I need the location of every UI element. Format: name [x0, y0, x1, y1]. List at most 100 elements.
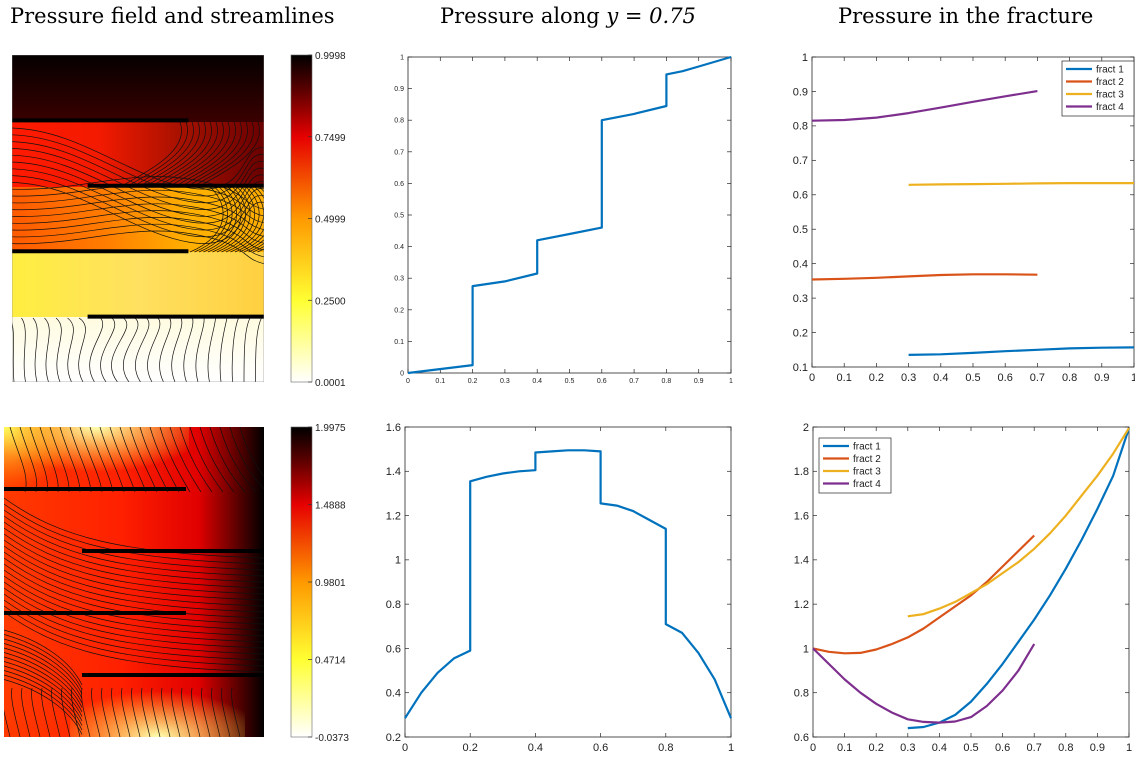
line_bottom-ytick-label: 0.6 — [386, 643, 401, 655]
field_top-colorbar-label: 0.7499 — [315, 133, 346, 144]
line_top-ytick-label: 0.1 — [394, 339, 404, 346]
streamline-top-arc — [131, 121, 194, 188]
fract_bottom-ytick-label: 1 — [803, 643, 809, 655]
fract_bottom-xtick-label: 0.4 — [932, 742, 947, 754]
streamline-top-lower — [219, 317, 228, 382]
fract_bottom-legend-label: fract 4 — [853, 479, 881, 490]
fract_bottom-ytick-label: 1.4 — [794, 555, 809, 567]
streamline-bottom-upper — [239, 427, 264, 478]
fract_top-xtick-label: 0.8 — [1062, 372, 1077, 384]
streamline-top-arc — [155, 121, 218, 188]
streamline-bottom-upper — [169, 427, 202, 493]
line_bottom-ytick-label: 1.2 — [386, 510, 401, 522]
line_bottom-ytick-label: 1.6 — [386, 422, 401, 434]
streamline-bottom-lower — [181, 687, 191, 737]
chart-fracture-top: 0 0.1 0.2 0.3 0.4 0.5 0.6 0.7 0.8 0.9 10.10.20.30.… — [793, 52, 1135, 384]
streamline-bottom-left — [4, 647, 83, 704]
line_top-xtick-label: 0.6 — [597, 378, 607, 385]
streamline-bottom-lower — [141, 687, 151, 737]
fract_bottom-legend-label: fract 2 — [853, 454, 881, 465]
line_top-xtick-label: 0.8 — [662, 378, 672, 385]
field_bottom-colorbar-label: 0.9801 — [315, 578, 346, 589]
streamline-bottom-lower — [81, 687, 91, 737]
streamline-bottom-mid — [4, 575, 264, 637]
streamline-bottom-left — [4, 679, 83, 735]
streamline-bottom-left — [4, 634, 83, 690]
fract_bottom-ytick-label: 1.6 — [794, 510, 809, 522]
fract_top-ytick-label: 1 — [802, 52, 808, 64]
fract_bottom-series-2-line — [812, 534, 1035, 655]
field-bottom-panel — [4, 427, 264, 737]
line_top-ytick-label: 0 — [400, 370, 404, 377]
line_top-xtick-label: 0.9 — [694, 378, 704, 385]
streamline-bottom-lower — [11, 687, 21, 737]
col2-title-math: y = 0.75 — [606, 4, 696, 28]
fract_top-ytick-label: 0.8 — [793, 121, 808, 133]
line_top-xtick-label: 0.3 — [500, 378, 510, 385]
streamline-top-lower — [171, 317, 183, 382]
fract_bottom-legend-label: fract 1 — [853, 442, 881, 453]
fractures-bottom — [4, 487, 264, 677]
line_bottom-xtick-label: 0.4 — [528, 742, 543, 754]
streamline-bottom-lower — [121, 687, 131, 737]
colorbar-bottom: 1.9975 1.4888 0.9801 0.4714 -0.0373 — [290, 423, 349, 744]
streamline-bottom-upper — [159, 427, 191, 493]
streamline-top-right — [221, 186, 255, 253]
streamline-bottom-left — [4, 652, 83, 708]
streamline-bottom-lower — [211, 687, 221, 737]
fract_bottom-xtick-label: 0.5 — [963, 742, 978, 754]
streamline-bottom-left — [4, 665, 83, 722]
line_top-xtick-label: 1 — [729, 378, 733, 385]
col2-title-prefix: Pressure along — [440, 4, 607, 28]
line_bottom-axes-box — [404, 426, 732, 738]
field-top-band-3 — [12, 252, 264, 317]
streamline-top-arc — [167, 121, 230, 188]
streamlines-bottom — [4, 427, 264, 737]
streamline-top-right — [207, 186, 242, 253]
colorbar-top: 0.9998 0.7499 0.4999 0.2500 0.0001 — [290, 51, 346, 389]
streamline-top-right — [225, 186, 260, 253]
line_top-ytick-label: 0.5 — [394, 212, 404, 219]
streamline-top-lower — [147, 317, 161, 382]
streamline-top-lower — [67, 317, 74, 382]
fract_top-xtick-label: 0.3 — [901, 372, 916, 384]
streamline-bottom-lower — [31, 687, 41, 737]
streamline-top-arc — [119, 121, 182, 188]
streamline-top-lower — [135, 317, 150, 382]
streamline-top-lower — [44, 317, 50, 382]
streamline-bottom-upper — [229, 427, 264, 490]
streamline-top-lower — [111, 317, 128, 382]
line_top-ytick-label: 0.7 — [394, 149, 404, 156]
line_bottom-xtick-label: 0.6 — [593, 742, 608, 754]
line_top-ytick-label: 0.2 — [394, 307, 404, 314]
chart-fracture-bottom: 0 0.1 0.2 0.3 0.4 0.5 0.6 0.7 0.8 0.9 1 0.6 0.8 1 1.2 1… — [794, 422, 1132, 754]
fractures-top — [12, 118, 264, 319]
streamline-top-mid — [12, 230, 264, 264]
fract_bottom-ytick-label: 1.8 — [794, 466, 809, 478]
line_bottom-ytick-label: 0.4 — [386, 688, 401, 700]
fract_top-legend-label: fract 1 — [1096, 65, 1124, 76]
streamline-bottom-upper — [209, 427, 246, 493]
chart-line-bottom: 0 0.2 0.4 0.6 0.8 10.20.40.60.811.21.41.6 — [386, 422, 734, 754]
streamline-top-mid — [12, 196, 264, 230]
streamline-top-lower — [122, 317, 139, 382]
streamline-top-right — [239, 186, 264, 253]
fract_bottom-xtick-label: 0 — [810, 742, 816, 754]
col1-title: Pressure field and streamlines — [10, 4, 335, 28]
streamline-top-arc — [161, 121, 224, 188]
streamline-top-right — [203, 186, 237, 253]
streamline-bottom-mid — [4, 557, 264, 619]
streamline-bottom-lower — [71, 687, 81, 737]
col2-title: Pressure along y = 0.75 — [440, 4, 696, 28]
streamline-bottom-lower — [221, 687, 231, 737]
streamline-bottom-left — [4, 638, 83, 695]
field-top-band-1 — [12, 122, 264, 187]
streamline-top-right — [248, 242, 264, 253]
streamline-top-right — [234, 186, 264, 253]
field-top-band-0 — [12, 55, 264, 122]
streamline-bottom-lower — [41, 687, 51, 737]
streamline-bottom-lower — [21, 687, 31, 737]
streamline-bottom-mid — [4, 563, 264, 625]
streamline-bottom-mid — [4, 605, 264, 667]
fract_bottom-xtick-label: 1 — [1126, 742, 1132, 754]
